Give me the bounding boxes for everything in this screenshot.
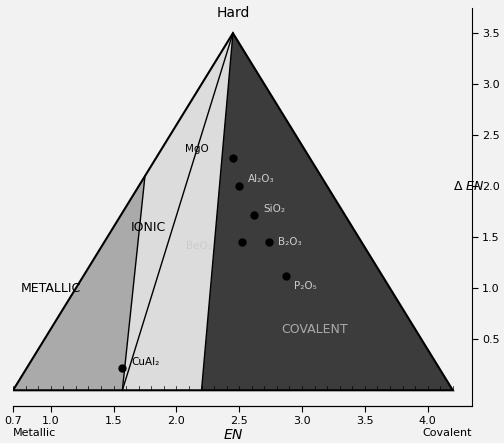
Text: METALLIC: METALLIC [21,282,81,295]
Text: P₂O₅: P₂O₅ [294,281,317,291]
Text: IONIC: IONIC [131,221,166,233]
Text: $EN$: $EN$ [223,428,243,442]
Text: B₂O₃: B₂O₃ [278,237,302,247]
Text: BeO₂: BeO₂ [186,241,212,252]
Text: Al₂O₃: Al₂O₃ [248,174,275,184]
Text: Covalent: Covalent [422,428,472,438]
Text: Metallic: Metallic [13,428,56,438]
Polygon shape [13,176,145,390]
Polygon shape [13,33,233,390]
Text: CuAl₂: CuAl₂ [131,357,159,367]
Polygon shape [13,33,453,390]
Text: $\Delta$ $EN$: $\Delta$ $EN$ [453,180,484,193]
Text: COVALENT: COVALENT [281,323,348,335]
Text: Hard: Hard [216,6,249,20]
Text: SiO₂: SiO₂ [263,204,285,214]
Text: MgO: MgO [185,144,209,155]
